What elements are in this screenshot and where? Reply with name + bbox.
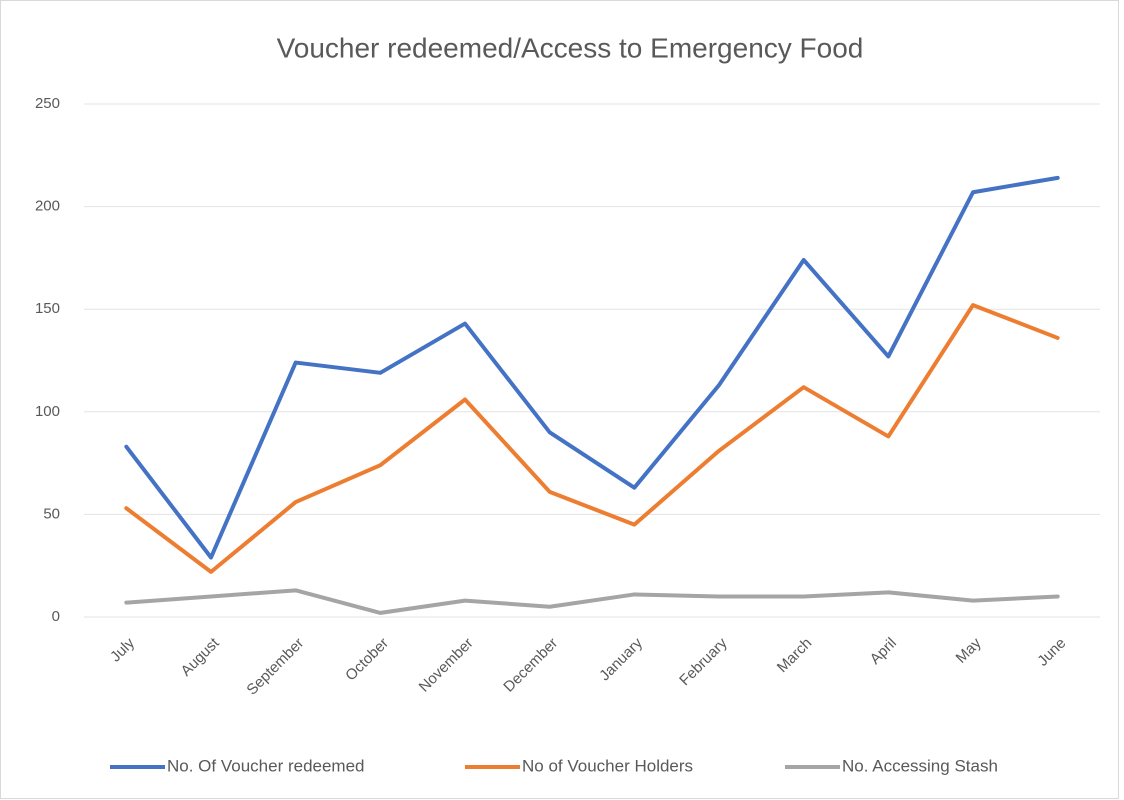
chart-title: Voucher redeemed/Access to Emergency Foo… (277, 32, 864, 63)
series-line (124, 175, 1060, 560)
legend-label: No of Voucher Holders (522, 756, 693, 775)
legend-label: No. Accessing Stash (842, 756, 998, 775)
y-tick-label: 100 (35, 403, 60, 420)
series-line (124, 588, 1060, 615)
y-tick-label: 200 (35, 198, 60, 215)
y-tick-label: 0 (52, 608, 60, 625)
series-line (124, 303, 1060, 574)
y-tick-label: 150 (35, 300, 60, 317)
y-tick-label: 50 (43, 505, 60, 522)
y-tick-label: 250 (35, 95, 60, 112)
legend-label: No. Of Voucher redeemed (167, 756, 365, 775)
